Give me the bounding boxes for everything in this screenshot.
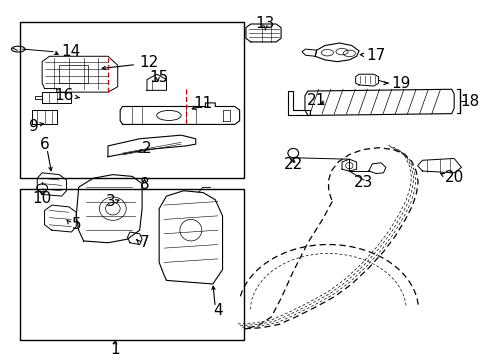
Text: 9: 9 [29,119,39,134]
Text: 11: 11 [193,96,212,112]
Text: 22: 22 [283,157,302,172]
Text: 4: 4 [212,303,222,318]
Bar [20,22,244,178]
Text: 10: 10 [32,192,52,207]
Text: 20: 20 [444,170,463,185]
Text: 13: 13 [255,16,275,31]
Text: 8: 8 [140,177,149,192]
Text: 7: 7 [140,235,149,250]
Text: 2: 2 [142,141,151,156]
Text: 18: 18 [460,94,479,109]
Text: 3: 3 [105,194,115,209]
Text: 14: 14 [61,44,81,59]
Text: 6: 6 [40,138,49,152]
Text: 17: 17 [366,48,385,63]
Text: 19: 19 [390,76,409,91]
Text: 12: 12 [140,55,159,70]
Text: 15: 15 [149,69,168,85]
Bar [20,189,244,339]
Text: 1: 1 [110,342,120,357]
Text: 5: 5 [71,217,81,232]
Text: 21: 21 [306,93,325,108]
Text: 23: 23 [353,175,373,190]
Text: 16: 16 [54,88,74,103]
